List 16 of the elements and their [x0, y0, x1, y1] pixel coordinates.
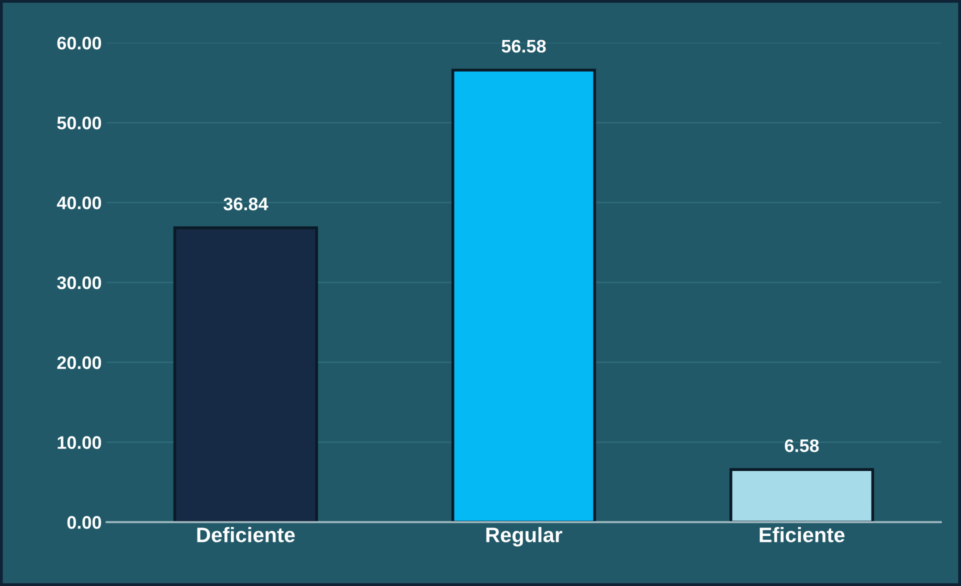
y-tick-label: 60.00: [57, 36, 102, 50]
y-tick-label: 10.00: [58, 436, 102, 449]
y-tick-label: 20.00: [57, 356, 102, 370]
y-tick-label: 40.00: [56, 196, 102, 210]
x-tick-label: Deficiente: [197, 526, 295, 542]
y-tick-label: 0.00: [67, 516, 102, 529]
bar: [173, 226, 318, 522]
y-tick-label: 50.00: [57, 116, 102, 130]
data-label: 6.58: [784, 439, 819, 452]
x-tick-label: Regular: [486, 526, 562, 546]
y-tick-label: 30.00: [57, 276, 102, 290]
data-label: 56.58: [502, 40, 546, 53]
bar: [730, 468, 874, 522]
bar: [451, 68, 596, 522]
x-tick-label: Eficiente: [760, 526, 845, 542]
data-label: 36.84: [224, 198, 268, 210]
